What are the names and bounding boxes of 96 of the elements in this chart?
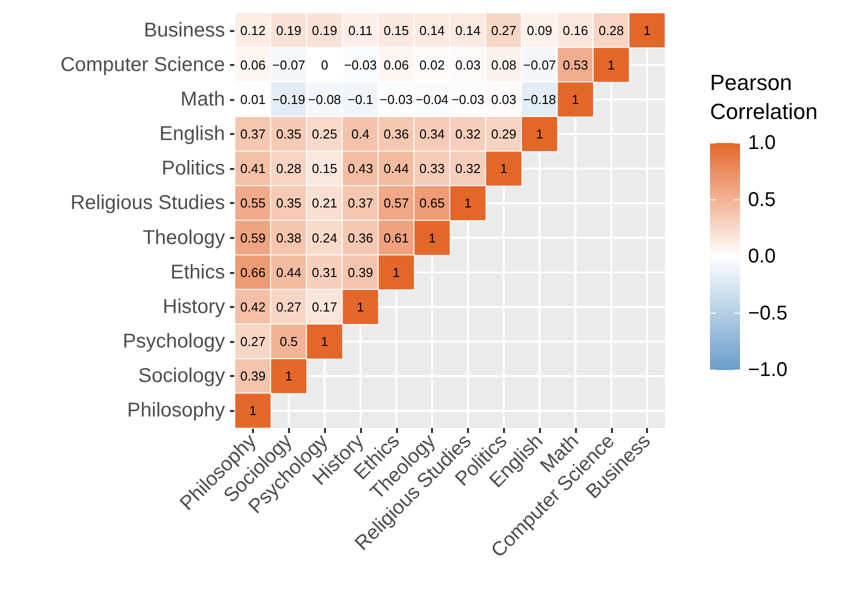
y-tick-label: Theology [142, 226, 225, 249]
y-tick-label: Math [180, 88, 225, 110]
color-bar-label: −0.5 [748, 302, 788, 324]
y-tick-label: English [159, 123, 225, 146]
data-label: 1 [464, 196, 472, 211]
data-label: 0.44 [276, 264, 302, 280]
data-label: 0.37 [348, 196, 374, 211]
color-bar-label: 0.5 [748, 188, 776, 211]
data-label: 0.16 [562, 22, 588, 38]
data-label: 0.02 [419, 57, 445, 72]
color-bar-label: 1.0 [748, 132, 776, 154]
data-label: −0.07 [523, 57, 556, 72]
data-label: 0.35 [276, 126, 302, 142]
data-label: 0.03 [455, 57, 481, 72]
data-label: 0.31 [312, 264, 338, 280]
data-label: 0.12 [240, 22, 266, 38]
data-label: 0.35 [276, 196, 302, 211]
data-label: 1 [320, 334, 328, 350]
color-bar-label: −1.0 [748, 359, 788, 381]
data-label: 0.15 [384, 22, 409, 38]
data-label: −0.04 [416, 92, 449, 107]
data-label: 1 [608, 57, 615, 72]
data-label: 1 [428, 230, 436, 246]
data-label: −0.1 [348, 92, 374, 107]
data-label: 0.5 [280, 334, 298, 350]
data-label: 0.66 [240, 264, 266, 280]
y-tick-label: Sociology [138, 365, 225, 388]
legend-title: Pearson Correlation [710, 70, 818, 124]
data-label: 0.53 [562, 57, 588, 72]
data-label: 0.06 [384, 57, 409, 72]
data-label: 0.27 [491, 22, 516, 38]
data-label: −0.03 [451, 92, 484, 107]
y-tick-label: Philosophy [127, 400, 225, 422]
data-label: −0.18 [523, 92, 556, 107]
data-label: 0 [320, 57, 328, 72]
data-label: −0.08 [308, 92, 342, 107]
data-label: 0.38 [276, 230, 302, 246]
data-label: 0.21 [312, 196, 338, 211]
data-label: 0.25 [312, 126, 338, 142]
data-label: 1 [572, 92, 580, 107]
data-label: −0.03 [380, 92, 413, 107]
y-tick-label: Politics [162, 158, 225, 180]
data-label: 0.29 [491, 126, 516, 142]
data-label: 0.55 [240, 196, 266, 211]
data-label: 0.61 [384, 230, 409, 246]
data-label: 1 [643, 22, 651, 38]
data-label: 1 [285, 368, 292, 384]
data-label: 0.14 [455, 22, 481, 38]
data-label: 0.34 [419, 126, 445, 142]
data-label: 0.65 [419, 196, 445, 211]
data-label: 0.59 [240, 230, 266, 246]
data-label: 0.11 [348, 22, 373, 38]
data-label: 1 [249, 403, 257, 418]
data-label: 0.17 [312, 299, 338, 314]
data-label: 1 [392, 264, 400, 280]
data-label: 0.28 [276, 161, 302, 176]
data-label: 0.27 [276, 299, 302, 314]
y-tick-label: Ethics [170, 261, 225, 284]
data-label: 0.41 [240, 161, 266, 176]
data-label: 0.27 [240, 334, 266, 350]
data-label: 0.08 [491, 57, 516, 72]
data-label: 0.24 [312, 230, 338, 246]
data-label: 0.43 [348, 161, 374, 176]
data-label: 0.33 [419, 161, 445, 176]
y-tick-label: Business [144, 19, 225, 42]
data-label: −0.19 [272, 92, 306, 107]
data-label: 1 [536, 126, 544, 142]
data-label: 0.4 [351, 126, 370, 142]
y-tick-label: Computer Science [60, 54, 225, 76]
color-bar-label: 0.0 [748, 246, 776, 268]
data-label: 0.36 [384, 126, 409, 142]
data-label: 0.57 [384, 196, 409, 211]
data-label: 0.06 [240, 57, 266, 72]
data-label: 0.39 [240, 368, 266, 384]
data-label: 0.01 [240, 92, 266, 107]
data-label: 0.39 [348, 264, 374, 280]
y-tick-label: History [162, 296, 225, 318]
data-label: 0.14 [419, 22, 445, 38]
data-label: 0.15 [312, 161, 338, 176]
data-label: 0.42 [240, 299, 266, 314]
data-label: 0.28 [598, 22, 624, 38]
data-label: 0.19 [312, 22, 338, 38]
data-label: 1 [500, 161, 508, 176]
data-label: −0.03 [344, 57, 377, 72]
data-label: 0.09 [526, 22, 552, 38]
data-label: 0.19 [276, 22, 302, 38]
data-label: 0.32 [455, 126, 481, 142]
data-label: −0.07 [272, 57, 306, 72]
data-label: 0.36 [348, 230, 374, 246]
data-label: 0.32 [455, 161, 481, 176]
data-label: 0.37 [240, 126, 266, 142]
data-label: 0.44 [384, 161, 409, 176]
y-tick-label: Religious Studies [70, 192, 225, 214]
data-label: 0.03 [491, 92, 516, 107]
data-label: 1 [356, 299, 364, 314]
y-tick-label: Psychology [122, 330, 225, 353]
